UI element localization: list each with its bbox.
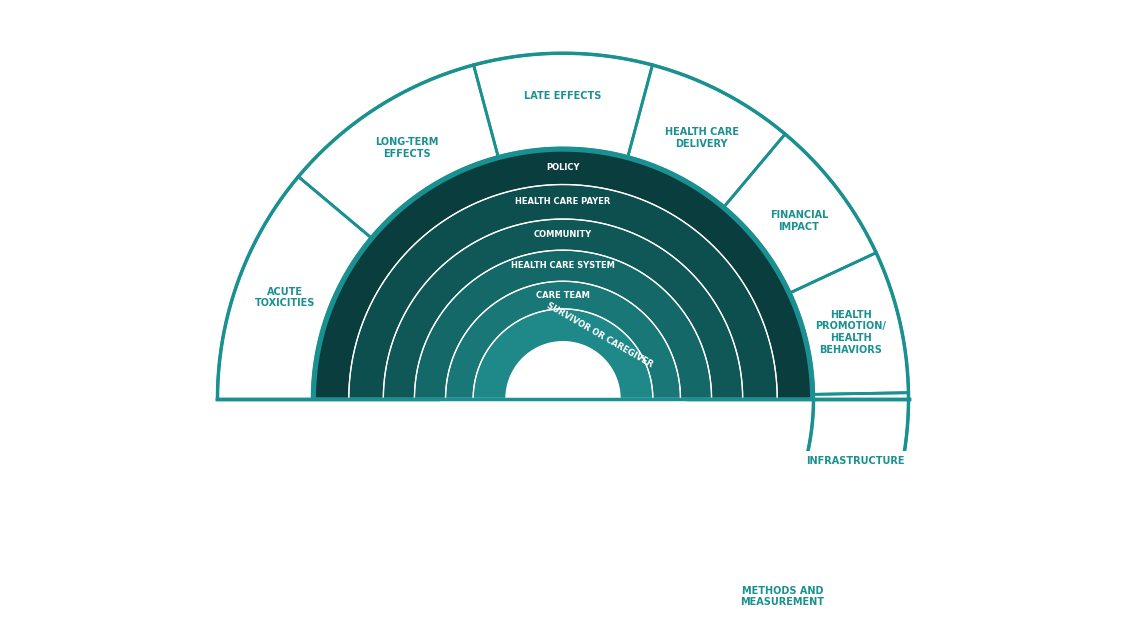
Polygon shape — [217, 176, 372, 399]
Polygon shape — [506, 342, 620, 399]
Polygon shape — [200, 398, 926, 405]
Polygon shape — [349, 184, 777, 399]
Polygon shape — [314, 150, 812, 399]
Text: HEALTH CARE
DELIVERY: HEALTH CARE DELIVERY — [664, 127, 739, 149]
Polygon shape — [688, 505, 876, 617]
Polygon shape — [724, 134, 876, 293]
Polygon shape — [790, 392, 909, 545]
Polygon shape — [473, 309, 653, 399]
Polygon shape — [383, 219, 743, 399]
Text: LATE EFFECTS: LATE EFFECTS — [525, 91, 601, 101]
Text: FINANCIAL
IMPACT: FINANCIAL IMPACT — [770, 210, 828, 232]
Polygon shape — [446, 281, 680, 399]
Polygon shape — [790, 253, 909, 394]
Text: HEALTH CARE PAYER: HEALTH CARE PAYER — [516, 197, 610, 206]
Polygon shape — [414, 250, 712, 399]
Text: HEALTH CARE SYSTEM: HEALTH CARE SYSTEM — [511, 261, 615, 270]
Text: LONG-TERM
EFFECTS: LONG-TERM EFFECTS — [375, 138, 438, 159]
Text: POLICY: POLICY — [546, 163, 580, 172]
Text: CARE TEAM: CARE TEAM — [536, 291, 590, 300]
Polygon shape — [628, 65, 785, 207]
Text: COMMUNITY: COMMUNITY — [534, 230, 592, 239]
Text: INFRASTRUCTURE: INFRASTRUCTURE — [806, 456, 904, 466]
Polygon shape — [298, 65, 498, 238]
Text: SURVIVOR OR CAREGIVER: SURVIVOR OR CAREGIVER — [545, 301, 654, 370]
Text: ACUTE
TOXICITIES: ACUTE TOXICITIES — [256, 287, 315, 308]
Polygon shape — [474, 53, 652, 157]
Text: HEALTH
PROMOTION/
HEALTH
BEHAVIORS: HEALTH PROMOTION/ HEALTH BEHAVIORS — [815, 310, 886, 355]
Text: METHODS AND
MEASUREMENT: METHODS AND MEASUREMENT — [741, 586, 824, 607]
